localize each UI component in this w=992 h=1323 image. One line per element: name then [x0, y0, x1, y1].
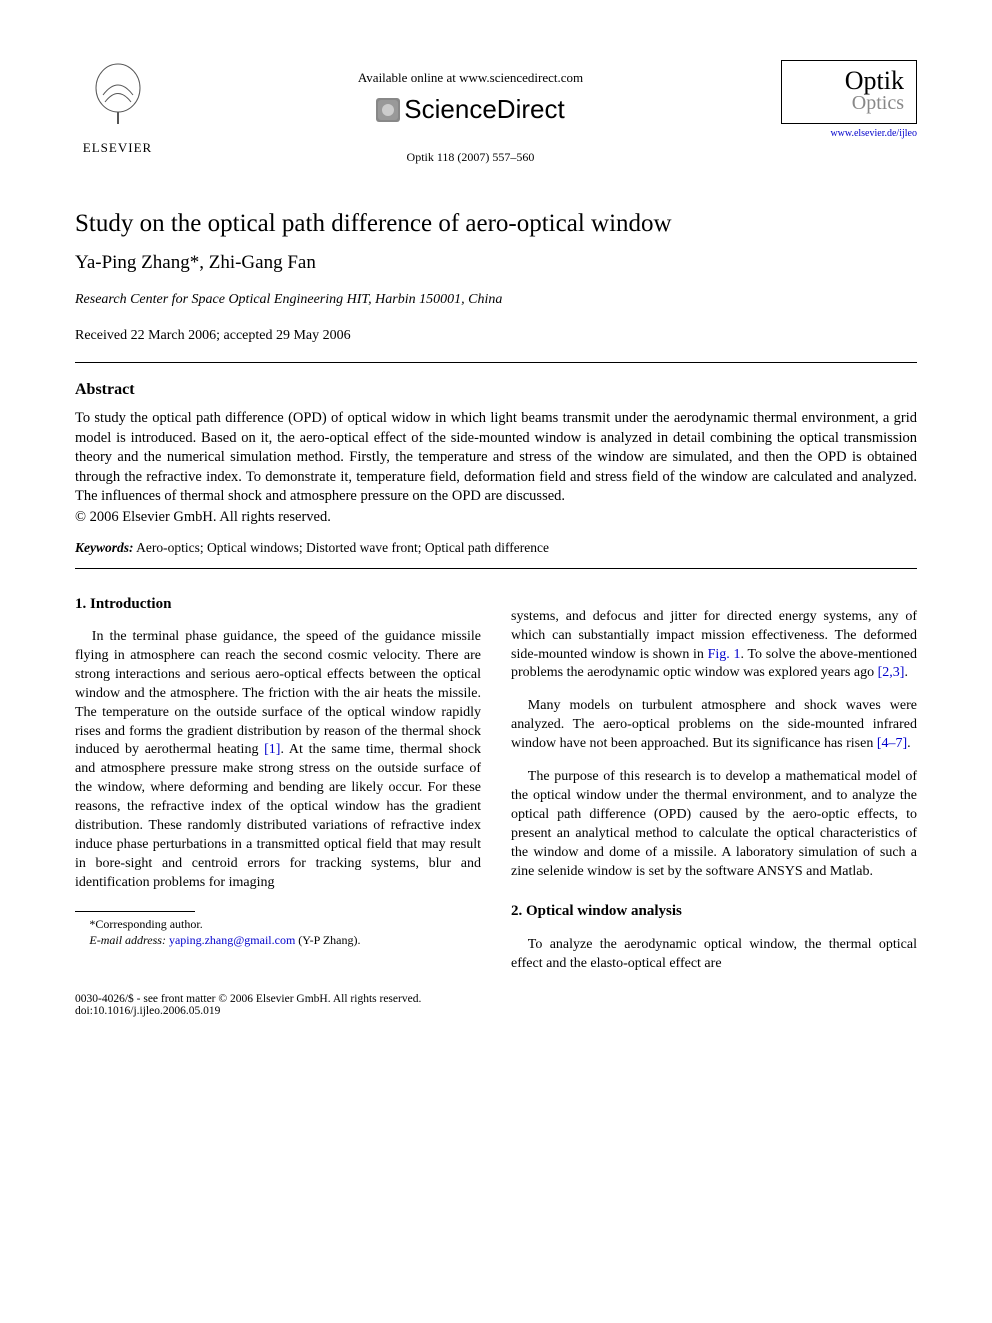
elsevier-text: ELSEVIER: [83, 140, 152, 156]
section-1-heading: 1. Introduction: [75, 594, 481, 614]
footer-line-1: 0030-4026/$ - see front matter © 2006 El…: [75, 993, 917, 1005]
s1p1b: . At the same time, thermal shock and at…: [75, 742, 481, 889]
fig-link-1[interactable]: Fig. 1: [708, 647, 741, 662]
journal-logo-block: Optik Optics www.elsevier.de/ijleo: [781, 60, 917, 139]
page: ELSEVIER Available online at www.science…: [0, 0, 992, 1067]
sciencedirect-logo: ScienceDirect: [160, 94, 781, 125]
two-column-body: 1. Introduction In the terminal phase gu…: [75, 594, 917, 974]
ref-link-1[interactable]: [1]: [264, 742, 280, 757]
journal-name-1: Optik: [794, 69, 904, 92]
article-title: Study on the optical path difference of …: [75, 210, 917, 238]
article-affiliation: Research Center for Space Optical Engine…: [75, 292, 917, 308]
sciencedirect-icon: [376, 98, 400, 122]
footnote-email[interactable]: yaping.zhang@gmail.com: [166, 933, 295, 947]
citation-text: Optik 118 (2007) 557–560: [160, 150, 781, 165]
elsevier-logo: ELSEVIER: [75, 60, 160, 156]
elsevier-tree-icon: [83, 60, 153, 138]
section-2-heading: 2. Optical window analysis: [511, 901, 917, 921]
header-row: ELSEVIER Available online at www.science…: [75, 60, 917, 165]
journal-logo: Optik Optics: [781, 60, 917, 124]
footer-line-2: doi:10.1016/j.ijleo.2006.05.019: [75, 1005, 917, 1017]
section-1-para-1: In the terminal phase guidance, the spee…: [75, 628, 481, 892]
right-column: systems, and defocus and jitter for dire…: [511, 594, 917, 974]
footnote-email-label: E-mail address:: [89, 933, 166, 947]
abstract-copyright: © 2006 Elsevier GmbH. All rights reserve…: [75, 509, 917, 526]
footnote-email-line: E-mail address: yaping.zhang@gmail.com (…: [75, 932, 481, 948]
section-1-para-1-cont: systems, and defocus and jitter for dire…: [511, 608, 917, 684]
journal-url[interactable]: www.elsevier.de/ijleo: [781, 128, 917, 139]
section-1-para-2: Many models on turbulent atmosphere and …: [511, 697, 917, 754]
footnote-rule: [75, 911, 195, 912]
s1p2b: .: [907, 736, 911, 751]
s1p2a: Many models on turbulent atmosphere and …: [511, 698, 917, 751]
footnote-email-author: (Y-P Zhang).: [295, 933, 360, 947]
footnote-corr: *Corresponding author.: [75, 916, 481, 932]
rule-1: [75, 362, 917, 363]
ref-link-47[interactable]: [4–7]: [877, 736, 907, 751]
journal-name-2: Optics: [794, 92, 904, 115]
keywords-label: Keywords:: [75, 540, 134, 555]
article-dates: Received 22 March 2006; accepted 29 May …: [75, 328, 917, 344]
keywords-text: Aero-optics; Optical windows; Distorted …: [134, 540, 550, 555]
ref-link-23[interactable]: [2,3]: [878, 665, 905, 680]
available-online-text: Available online at www.sciencedirect.co…: [160, 70, 781, 86]
s1p1e: .: [904, 665, 908, 680]
sciencedirect-text: ScienceDirect: [404, 94, 564, 125]
keywords-line: Keywords: Aero-optics; Optical windows; …: [75, 540, 917, 556]
abstract-heading: Abstract: [75, 381, 917, 399]
article-authors: Ya-Ping Zhang*, Zhi-Gang Fan: [75, 252, 917, 274]
header-center: Available online at www.sciencedirect.co…: [160, 60, 781, 165]
left-column: 1. Introduction In the terminal phase gu…: [75, 594, 481, 974]
s1p1a: In the terminal phase guidance, the spee…: [75, 629, 481, 757]
section-1-para-3: The purpose of this research is to devel…: [511, 768, 917, 881]
section-2-para-1: To analyze the aerodynamic optical windo…: [511, 936, 917, 974]
abstract-body: To study the optical path difference (OP…: [75, 409, 917, 507]
rule-2: [75, 568, 917, 569]
